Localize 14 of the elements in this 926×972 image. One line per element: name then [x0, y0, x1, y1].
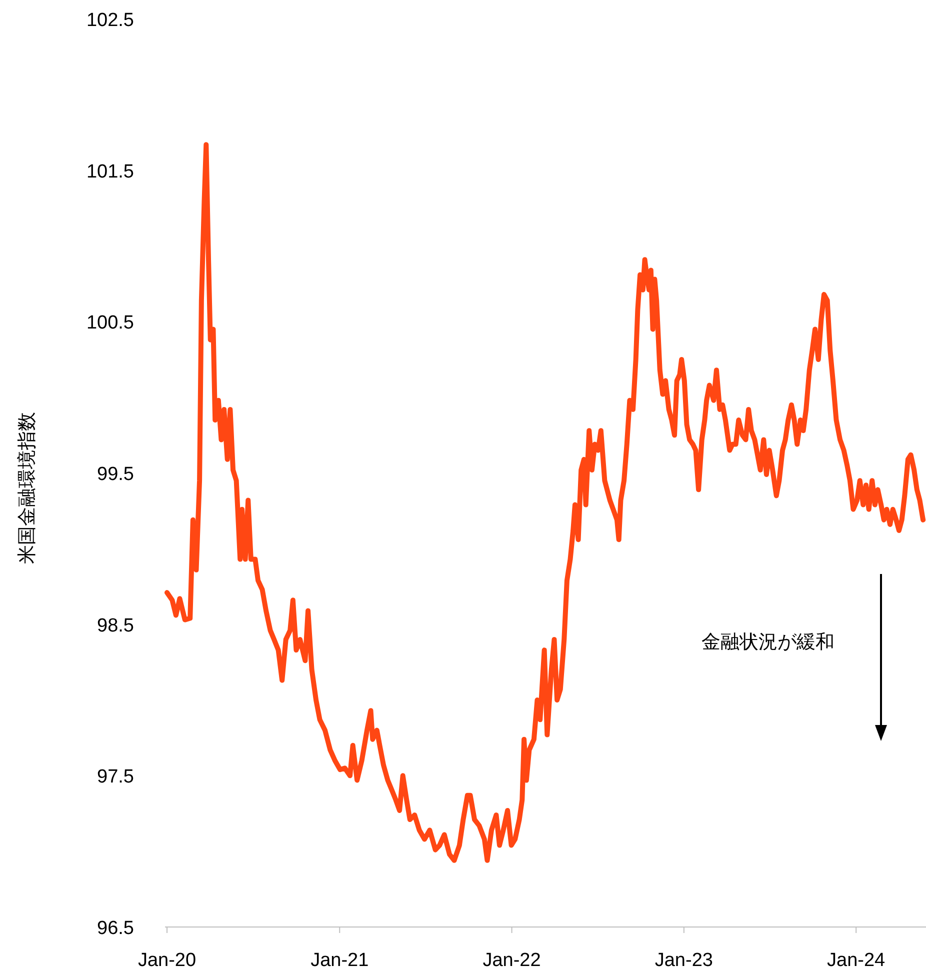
y-tick-label: 100.5: [86, 312, 134, 334]
x-tick-label: Jan-21: [310, 950, 369, 971]
x-tick-label: Jan-22: [482, 950, 541, 971]
annotation: 金融状況が緩和: [702, 632, 834, 653]
y-tick-label: 98.5: [97, 615, 134, 636]
y-tick-label: 96.5: [97, 918, 134, 939]
x-tick-label: Jan-20: [138, 950, 196, 971]
y-tick-label: 99.5: [97, 464, 134, 485]
y-tick-label: 97.5: [97, 766, 134, 788]
y-tick-label: 101.5: [86, 161, 134, 182]
y-axis-title: 米国金融環境指数: [16, 412, 38, 564]
y-tick-label: 102.5: [86, 10, 134, 31]
x-tick-label: Jan-23: [654, 950, 713, 971]
x-tick-label: Jan-24: [827, 950, 886, 971]
